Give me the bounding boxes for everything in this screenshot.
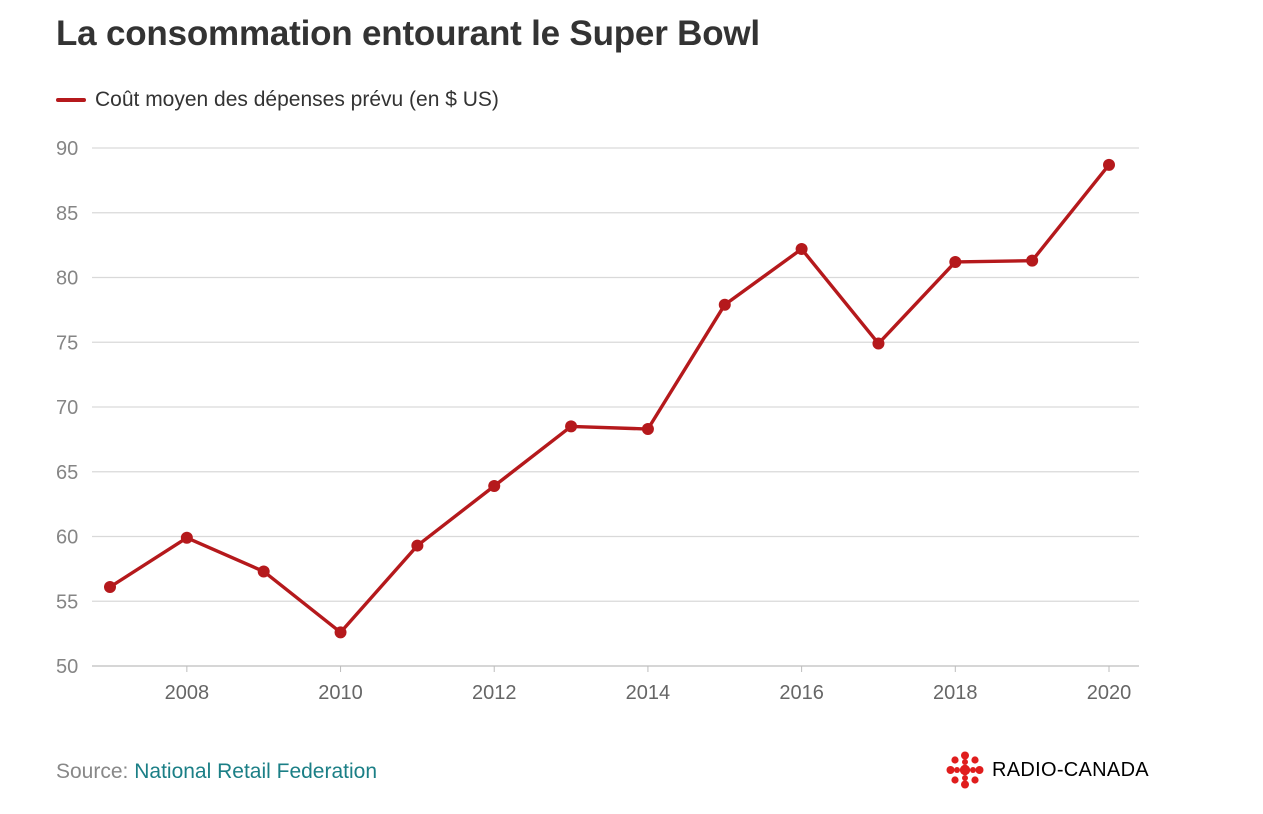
- gem-dot: [971, 756, 979, 764]
- y-tick-label: 70: [56, 397, 78, 419]
- y-axis-ticks: 50 55 60 65 70 75 80 85 90: [56, 138, 78, 678]
- data-point: [180, 531, 193, 544]
- gem-dot: [975, 766, 984, 774]
- gem-dot: [961, 751, 969, 760]
- gem-dot: [946, 766, 955, 774]
- x-tick-label: 2014: [626, 682, 671, 704]
- y-tick-label: 80: [56, 268, 78, 290]
- data-point: [795, 243, 808, 256]
- data-point: [257, 565, 270, 578]
- x-axis-ticks: 2008 2010 2012 2014 2016 2018 2020: [165, 666, 1132, 704]
- gridlines: [92, 147, 1139, 667]
- source-note: Source: National Retail Federation: [56, 760, 377, 784]
- data-point: [718, 298, 731, 311]
- y-tick-label: 50: [56, 656, 78, 678]
- data-point: [411, 539, 424, 552]
- gem-dot: [962, 775, 968, 781]
- data-point: [641, 423, 654, 436]
- gem-dot: [961, 780, 969, 789]
- series-line: [108, 163, 1111, 635]
- data-point: [488, 479, 501, 492]
- legend: Coût moyen des dépenses prévu (en $ US): [56, 88, 499, 112]
- brand-logo: RADIO-CANADA: [946, 751, 1149, 789]
- data-point: [1026, 254, 1039, 267]
- source-link[interactable]: National Retail Federation: [134, 760, 378, 783]
- y-tick-label: 85: [56, 203, 78, 225]
- legend-label: Coût moyen des dépenses prévu (en $ US): [95, 88, 499, 111]
- y-tick-label: 65: [56, 462, 78, 484]
- y-tick-label: 90: [56, 138, 78, 160]
- gem-dot: [962, 759, 968, 765]
- y-tick-label: 60: [56, 527, 78, 549]
- x-tick-label: 2012: [472, 682, 517, 704]
- y-tick-label: 55: [56, 591, 78, 613]
- data-point: [872, 337, 885, 350]
- source-prefix: Source:: [56, 760, 135, 783]
- gem-dot: [971, 776, 979, 784]
- gem-dot: [951, 776, 959, 784]
- radio-canada-gem-icon: [946, 751, 984, 789]
- gem-center: [959, 764, 971, 776]
- gem-dot: [970, 767, 976, 773]
- y-tick-label: 75: [56, 332, 78, 354]
- x-tick-label: 2010: [318, 682, 363, 704]
- chart-title: La consommation entourant le Super Bowl: [56, 14, 760, 53]
- x-tick-label: 2018: [933, 682, 978, 704]
- series-layer: [104, 158, 1115, 639]
- x-tick-label: 2020: [1087, 682, 1132, 704]
- x-tick-label: 2016: [779, 682, 824, 704]
- data-point: [334, 626, 347, 639]
- legend-swatch: [56, 98, 86, 102]
- gem-dot: [951, 756, 959, 764]
- brand-name: RADIO-CANADA: [992, 758, 1149, 781]
- x-tick-label: 2008: [165, 682, 210, 704]
- data-point: [104, 581, 116, 594]
- gem-dot: [954, 767, 960, 773]
- data-point: [565, 420, 578, 433]
- data-point: [949, 255, 962, 268]
- data-point: [1103, 158, 1115, 171]
